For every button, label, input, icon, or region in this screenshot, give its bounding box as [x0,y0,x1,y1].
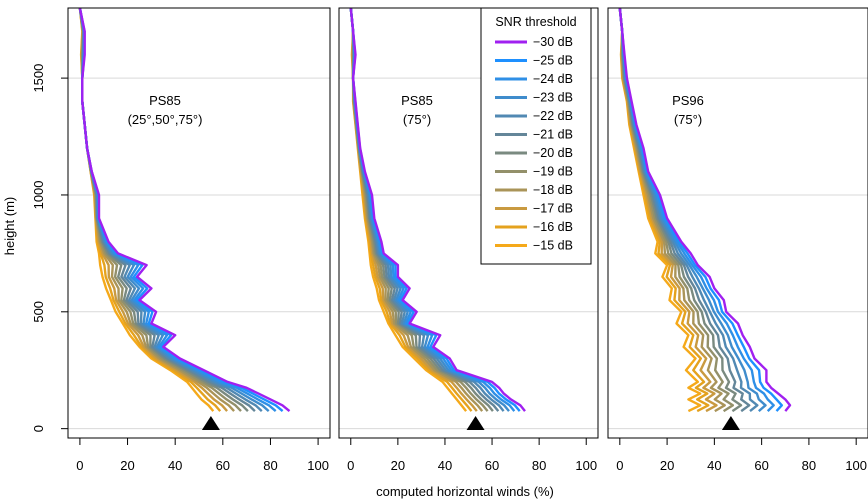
x-tick-label: 80 [532,458,546,473]
x-tick-label: 80 [802,458,816,473]
x-tick-label: 0 [76,458,83,473]
panel-title: PS85 [149,93,181,108]
x-tick-label: 20 [391,458,405,473]
series-line [618,7,751,413]
panel-lines [618,7,792,413]
panel-title: (25°,50°,75°) [128,112,203,127]
legend-label: −21 dB [533,128,573,142]
series-line [618,7,792,412]
series-line [78,7,263,412]
x-tick-label: 40 [168,458,182,473]
x-tick-label: 100 [307,458,329,473]
x-tick-label: 60 [216,458,230,473]
series-line [78,7,291,413]
y-tick-label: 1000 [31,180,46,209]
x-tick-label: 20 [660,458,674,473]
x-axis-label: computed horizontal winds (%) [376,484,554,499]
x-tick-label: 60 [754,458,768,473]
marker-triangle [721,416,740,430]
series-line [349,7,526,412]
series-line [618,7,726,413]
legend-label: −15 dB [533,239,573,253]
panel-lines [349,7,526,412]
legend: SNR threshold −30 dB −25 dB −24 dB −23 dB −22… [480,7,592,265]
x-tick-label: 100 [575,458,597,473]
x-tick-label: 60 [485,458,499,473]
panel-frame [338,7,599,439]
y-tick-label: 500 [31,301,46,323]
series-line [78,7,270,412]
x-tick-label: 0 [616,458,623,473]
y-axis-label: height (m) [2,197,17,256]
series-line [618,7,783,412]
legend-label: −22 dB [533,109,573,123]
x-tick-label: 80 [263,458,277,473]
legend-label: −19 dB [533,165,573,179]
y-tick-label: 0 [31,425,46,432]
panel-title: (75°) [403,112,431,127]
panel-lines [78,7,291,413]
legend-label: −18 dB [533,183,573,197]
panel-3: 0 20 40 60 80 100 PS96 (75°) [607,7,868,473]
series-line [618,7,718,413]
marker-triangle [201,416,220,430]
panel-2: 0 20 40 60 80 100 PS85 (75°) [338,7,599,473]
x-tick-label: 100 [845,458,867,473]
legend-label: −20 dB [533,146,573,160]
legend-label: −23 dB [533,91,573,105]
panel-1: 0 20 40 60 80 100050010001500PS85(25°,50°,75°… [31,7,331,473]
marker-triangle [466,416,485,430]
panel-frame [67,7,331,439]
legend-title: SNR threshold [495,15,576,29]
legend-label: −16 dB [533,220,573,234]
y-tick-label: 1500 [31,64,46,93]
panel-title: PS96 [672,93,704,108]
x-tick-label: 40 [438,458,452,473]
x-tick-label: 20 [120,458,134,473]
legend-label: −30 dB [533,35,573,49]
legend-label: −24 dB [533,72,573,86]
x-tick-label: 40 [707,458,721,473]
panel-title: (75°) [674,112,702,127]
x-tick-label: 0 [347,458,354,473]
legend-label: −25 dB [533,54,573,68]
series-line [78,7,284,413]
panel-title: PS85 [401,93,433,108]
panel-frame [607,7,868,439]
legend-label: −17 dB [533,202,573,216]
series-line [78,7,277,413]
